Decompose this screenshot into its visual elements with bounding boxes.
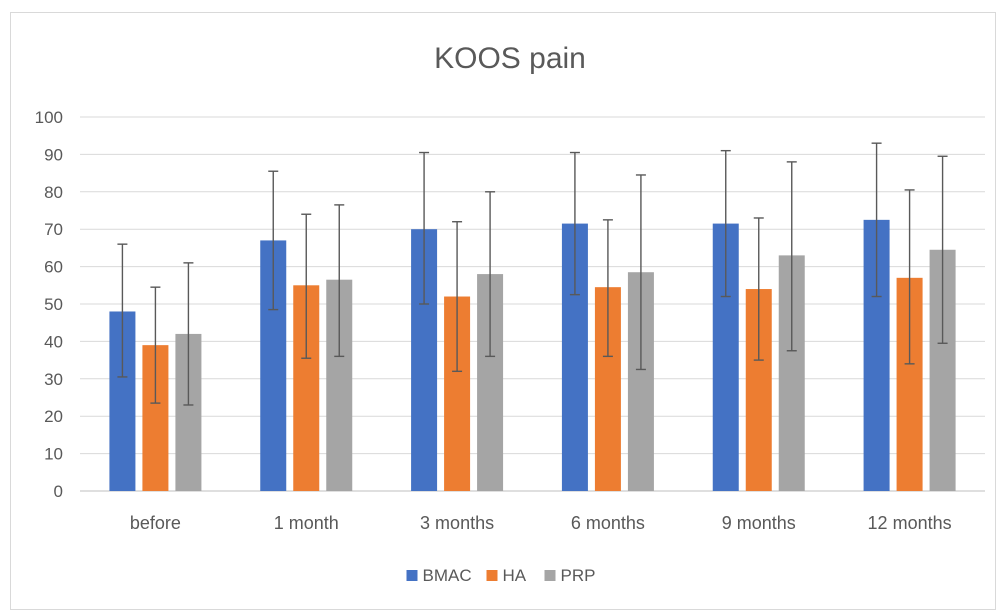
- legend-swatch-ha: [486, 570, 498, 581]
- y-tick-label: 0: [54, 482, 63, 501]
- legend-label-ha: HA: [503, 566, 527, 585]
- y-tick-label: 20: [44, 407, 63, 426]
- y-tick-label: 40: [44, 332, 63, 351]
- y-axis-tick-labels: 0 10 20 30 40 50 60 70 80 90 100: [35, 108, 63, 501]
- y-tick-label: 70: [44, 220, 63, 239]
- x-category-label: 3 months: [420, 513, 494, 533]
- error-bars: [117, 142, 948, 406]
- y-tick-label: 50: [44, 295, 63, 314]
- x-category-label: 9 months: [722, 513, 796, 533]
- y-tick-label: 30: [44, 370, 63, 389]
- legend-swatch-prp: [544, 570, 556, 581]
- x-category-label: 6 months: [571, 513, 645, 533]
- legend-swatch-bmac: [406, 570, 418, 581]
- y-tick-label: 80: [44, 183, 63, 202]
- legend: BMAC HA PRP: [406, 566, 596, 585]
- x-axis-category-labels: before 1 month 3 months 6 months 9 months 12 …: [130, 513, 952, 533]
- bars: [109, 219, 956, 491]
- y-tick-label: 10: [44, 445, 63, 464]
- x-category-label: before: [130, 513, 181, 533]
- y-tick-label: 90: [44, 145, 63, 164]
- chart-title: KOOS pain: [434, 42, 586, 75]
- x-category-label: 12 months: [868, 513, 952, 533]
- legend-label-prp: PRP: [561, 566, 596, 585]
- y-tick-label: 60: [44, 258, 63, 277]
- legend-label-bmac: BMAC: [423, 566, 472, 585]
- gridlines: [80, 116, 985, 492]
- y-tick-label: 100: [35, 108, 63, 127]
- x-category-label: 1 month: [274, 513, 339, 533]
